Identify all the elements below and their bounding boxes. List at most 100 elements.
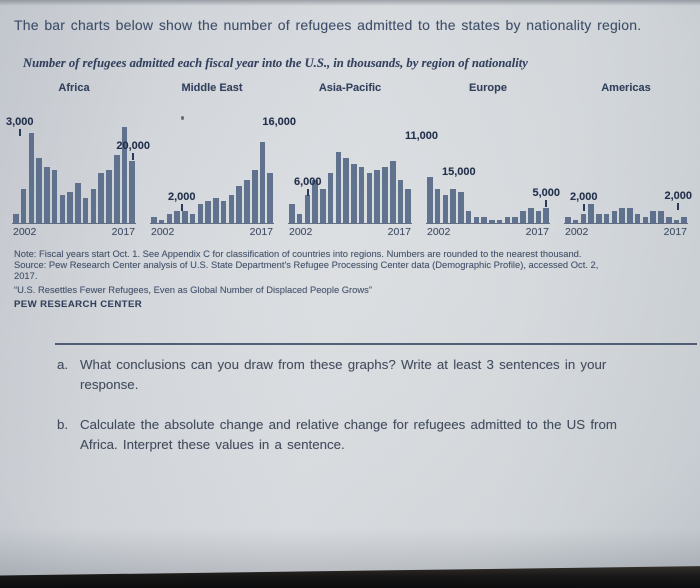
axis-africa: 2002 2017 [12, 226, 136, 238]
divider-line [55, 343, 697, 345]
plot-area-asia-pacific: 6,000 11,000 [288, 112, 438, 224]
callout-pointer [132, 153, 135, 160]
plot-area-africa: 3,000 20,000 [6, 112, 150, 224]
bar-asia-pacific-2002 [289, 204, 295, 223]
bar-africa-2005 [36, 157, 42, 223]
refugee-bar-charts: Africa 3,000 20,000 2002 2017 Middle Eas… [6, 82, 692, 238]
chart-panel-europe: Europe 15,000 5,000 2002 2017 [426, 82, 560, 238]
bar-europe-2003 [434, 188, 441, 223]
bar-asia-pacific-2005 [312, 179, 318, 223]
question-b-label: b. [57, 417, 69, 432]
chart-panel-americas: Americas 2,000 2,000 2002 2017 [564, 82, 692, 238]
ink-speck [181, 116, 184, 120]
bar-europe-2016 [535, 210, 542, 223]
bar-africa-2015 [113, 154, 120, 223]
photo-top-edge [0, 0, 700, 6]
bar-europe-2012 [504, 216, 511, 223]
bar-asia-pacific-2009 [343, 157, 349, 223]
bar-middle-east-2006 [182, 210, 188, 223]
callout-americas-2017: 2,000 [664, 190, 692, 210]
bar-africa-2016 [121, 126, 128, 223]
callout-middle-east-2017: 16,000 [262, 116, 296, 128]
panel-title-europe: Europe [469, 82, 507, 94]
bar-europe-2006 [458, 192, 464, 223]
bar-middle-east-2003 [158, 219, 165, 223]
callout-value: 5,000 [532, 187, 560, 199]
callout-value: 15,000 [442, 166, 476, 178]
bar-africa-2017 [129, 161, 136, 223]
axis-europe: 2002 2017 [426, 226, 550, 238]
year-start-label: 2002 [565, 226, 589, 238]
bar-middle-east-2015 [251, 170, 258, 223]
callout-value: 16,000 [262, 116, 296, 128]
bar-middle-east-2010 [213, 198, 219, 223]
question-b: b. Calculate the absolute change and rel… [57, 415, 617, 454]
bar-americas-2002 [565, 216, 571, 223]
callout-pointer [180, 204, 183, 211]
bar-africa-2006 [44, 167, 50, 223]
bars-americas [564, 112, 688, 224]
callout-value: 6,000 [294, 176, 322, 188]
note-line-3: 2017. [14, 270, 38, 282]
bar-middle-east-2005 [174, 210, 180, 223]
bar-europe-2008 [473, 216, 480, 223]
chart-panel-africa: Africa 3,000 20,000 2002 2017 [6, 82, 150, 238]
bar-americas-2012 [642, 216, 649, 223]
callout-americas-2002: 2,000 [570, 191, 598, 211]
year-end-label: 2017 [387, 226, 411, 238]
callout-value: 2,000 [168, 191, 196, 203]
bar-americas-2010 [627, 207, 633, 223]
callout-europe-2002: 15,000 [442, 166, 476, 178]
year-start-label: 2002 [289, 226, 313, 238]
callout-pointer [582, 204, 585, 211]
bar-middle-east-2007 [189, 213, 196, 223]
year-end-label: 2017 [249, 226, 273, 238]
bar-asia-pacific-2007 [327, 173, 334, 223]
bar-africa-2014 [106, 170, 112, 223]
bar-europe-2014 [520, 210, 526, 223]
bars-africa [12, 112, 136, 224]
bars-europe [426, 112, 550, 224]
callout-asia-pacific-2017: 11,000 [405, 130, 438, 142]
pew-research-center-brand: PEW RESEARCH CENTER [14, 299, 143, 310]
callout-pointer [677, 203, 680, 210]
chart-panel-middle-east: Middle East 2,000 16,000 2002 2017 [150, 82, 296, 238]
bar-middle-east-2016 [259, 142, 266, 223]
bar-americas-2016 [673, 219, 680, 223]
axis-americas: 2002 2017 [564, 226, 688, 238]
plot-area-americas: 2,000 2,000 [564, 112, 692, 224]
bar-europe-2015 [527, 207, 534, 223]
year-end-label: 2017 [111, 226, 135, 238]
callout-value: 2,000 [664, 190, 692, 202]
bar-europe-2005 [450, 188, 456, 223]
bar-asia-pacific-2011 [358, 167, 365, 223]
bar-americas-2004 [580, 213, 587, 223]
bar-middle-east-2013 [236, 185, 242, 223]
panel-title-americas: Americas [601, 82, 651, 94]
bars-middle-east [150, 112, 274, 224]
bar-americas-2006 [596, 213, 602, 223]
bars-asia-pacific [288, 112, 412, 224]
report-title: “U.S. Resettles Fewer Refugees, Even as … [14, 284, 372, 295]
bar-asia-pacific-2017 [405, 188, 412, 223]
callout-africa-2002: 3,000 [6, 116, 34, 136]
panel-title-middle-east: Middle East [181, 82, 243, 94]
bar-europe-2010 [489, 219, 495, 223]
bar-americas-2003 [572, 219, 579, 223]
year-end-label: 2017 [525, 226, 549, 238]
callout-value: 2,000 [570, 191, 598, 203]
bar-americas-2005 [588, 204, 594, 223]
bar-asia-pacific-2013 [374, 170, 380, 223]
bar-middle-east-2009 [205, 201, 211, 223]
bar-americas-2011 [634, 213, 641, 223]
plot-area-middle-east: 2,000 16,000 [150, 112, 296, 224]
bar-middle-east-2017 [267, 173, 274, 223]
callout-pointer [545, 200, 548, 207]
year-start-label: 2002 [427, 226, 451, 238]
callout-pointer [18, 129, 21, 136]
callout-middle-east-2002: 2,000 [168, 191, 196, 211]
plot-area-europe: 15,000 5,000 [426, 112, 560, 224]
bar-europe-2017 [543, 207, 550, 223]
bar-africa-2008 [59, 195, 66, 223]
